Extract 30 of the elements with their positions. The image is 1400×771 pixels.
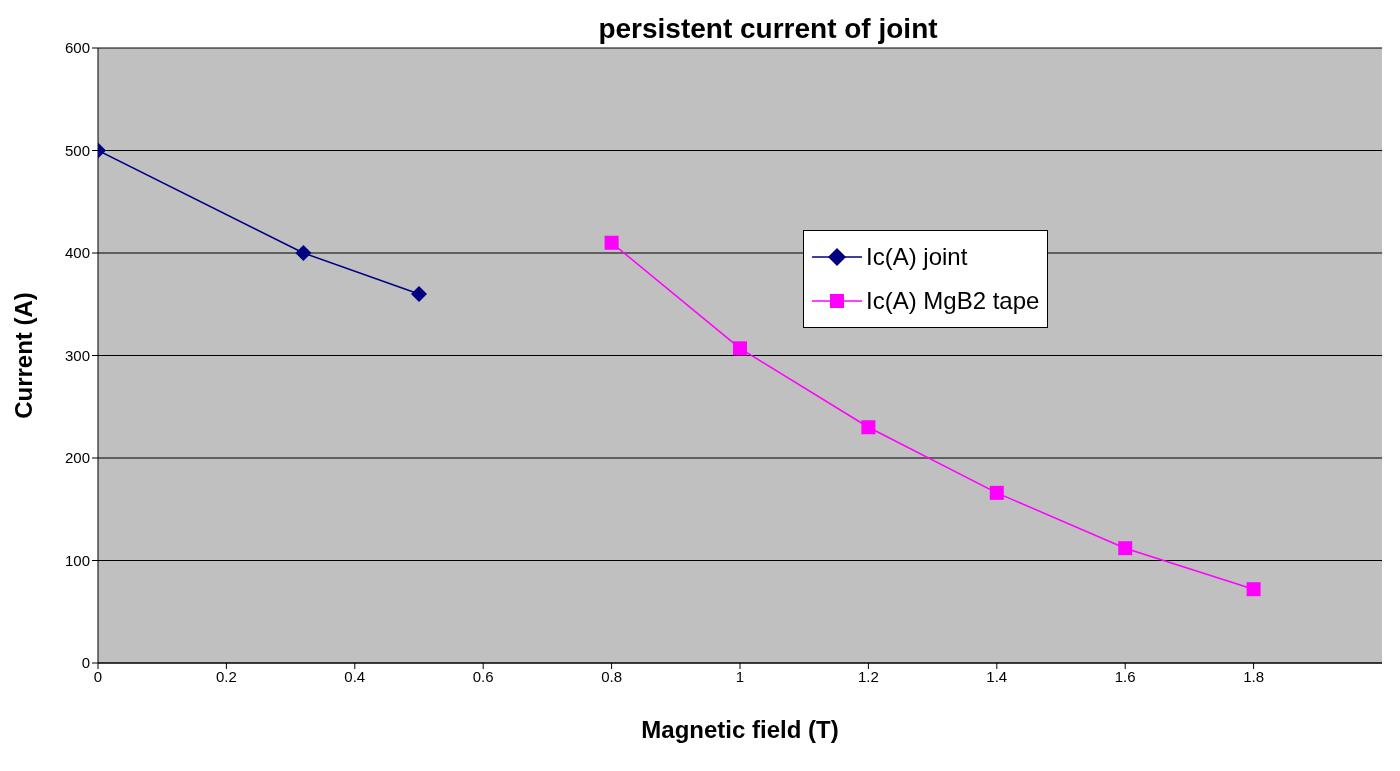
x-tick-label: 0.4 xyxy=(344,667,366,685)
x-tick-label: 1.6 xyxy=(1114,667,1136,685)
x-tick-label: 0 xyxy=(93,667,103,685)
point xyxy=(295,245,312,261)
point xyxy=(1246,582,1261,597)
x-tick-label: 0.6 xyxy=(472,667,494,685)
y-tick-label: 500 xyxy=(64,141,90,159)
y-axis-title: Current (A) xyxy=(9,292,37,419)
x-tick-label: 1 xyxy=(735,667,745,685)
x-tick-label: 0.8 xyxy=(601,667,623,685)
x-tick-label: 1.4 xyxy=(986,667,1008,685)
y-tick-label: 200 xyxy=(64,449,90,467)
legend-label: Ic(A) joint xyxy=(866,243,968,271)
x-tick-label: 0.2 xyxy=(215,667,237,685)
x-tick-label: 1.8 xyxy=(1243,667,1265,685)
y-tick-label: 100 xyxy=(64,551,90,569)
point xyxy=(861,420,876,435)
x-axis-title: Magnetic field (T) xyxy=(641,716,839,743)
y-tick-label: 0 xyxy=(81,654,90,672)
point xyxy=(604,235,619,250)
x-tick-label: 1.2 xyxy=(857,667,879,685)
point xyxy=(733,341,747,356)
point xyxy=(989,485,1004,500)
y-tick-label: 300 xyxy=(64,346,90,364)
point xyxy=(411,286,427,302)
y-tick-label: 400 xyxy=(64,244,90,262)
point xyxy=(1118,541,1133,556)
y-tick-label: 600 xyxy=(64,39,90,57)
legend-label: Ic(A) MgB2 tape xyxy=(866,287,1040,315)
chart-title: persistent current of joint xyxy=(598,13,938,44)
